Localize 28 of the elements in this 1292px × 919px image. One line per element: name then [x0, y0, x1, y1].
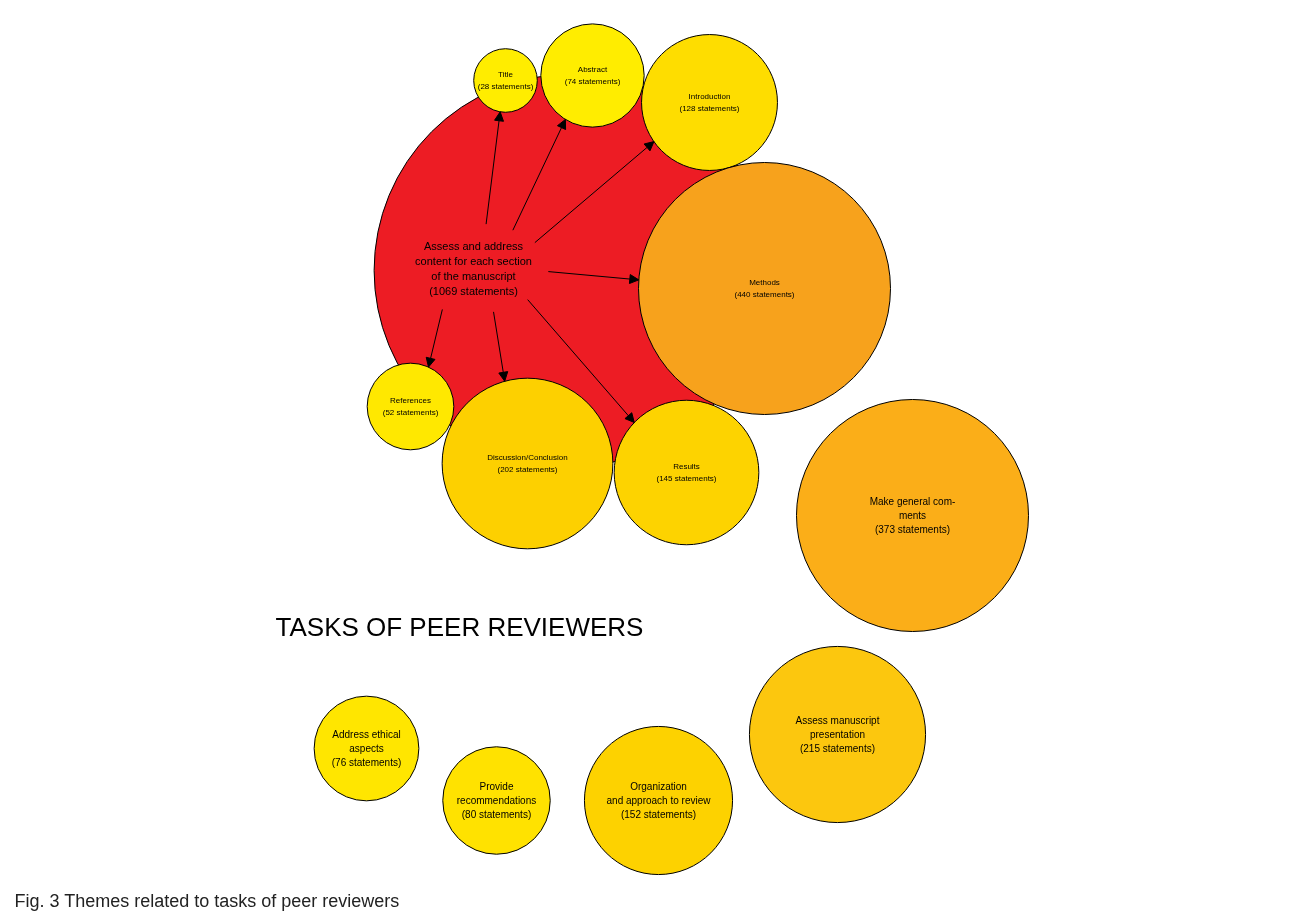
- data-label: (202 statements): [497, 464, 558, 474]
- category-label: Provide recommendations: [456, 781, 537, 806]
- category-label: Results: [673, 462, 700, 472]
- data-label: (52 statements): [382, 407, 439, 417]
- text: TASKS OF PEER REVIEWERS: [275, 611, 644, 642]
- category-label: Address ethical aspects: [332, 729, 401, 754]
- data-label: (215 statements): [799, 742, 876, 754]
- category-label: Make general com- ments: [869, 496, 956, 521]
- category-label: Introduction: [688, 92, 731, 102]
- category-label: References: [390, 396, 431, 406]
- data-label: (128 statements): [679, 103, 740, 113]
- data-label: (28 statements): [477, 81, 534, 91]
- category-label: Organization and approach to review: [606, 781, 712, 806]
- category-label: Title: [498, 70, 514, 80]
- category-label: Abstract: [577, 65, 608, 75]
- data-label: (373 statements): [874, 523, 951, 535]
- data-label: (74 statements): [564, 76, 621, 86]
- data-label: (152 statements): [620, 808, 697, 820]
- caption: Fig. 3 Themes related to tasks of peer reviewers: [14, 890, 400, 911]
- data-label: (80 statements): [461, 808, 532, 820]
- category-label: Assess and address content for each section of the manuscript: [415, 240, 532, 282]
- category-label: Discussion/Conclusion: [487, 453, 568, 463]
- data-label: (1069 statements): [429, 285, 518, 297]
- data-label: (440 statements): [734, 289, 795, 299]
- category-label: Methods: [749, 278, 780, 288]
- data-label: (145 statements): [656, 473, 717, 483]
- category-label: Assess manuscript presentation: [795, 715, 880, 740]
- data-label: (76 statements): [331, 756, 402, 768]
